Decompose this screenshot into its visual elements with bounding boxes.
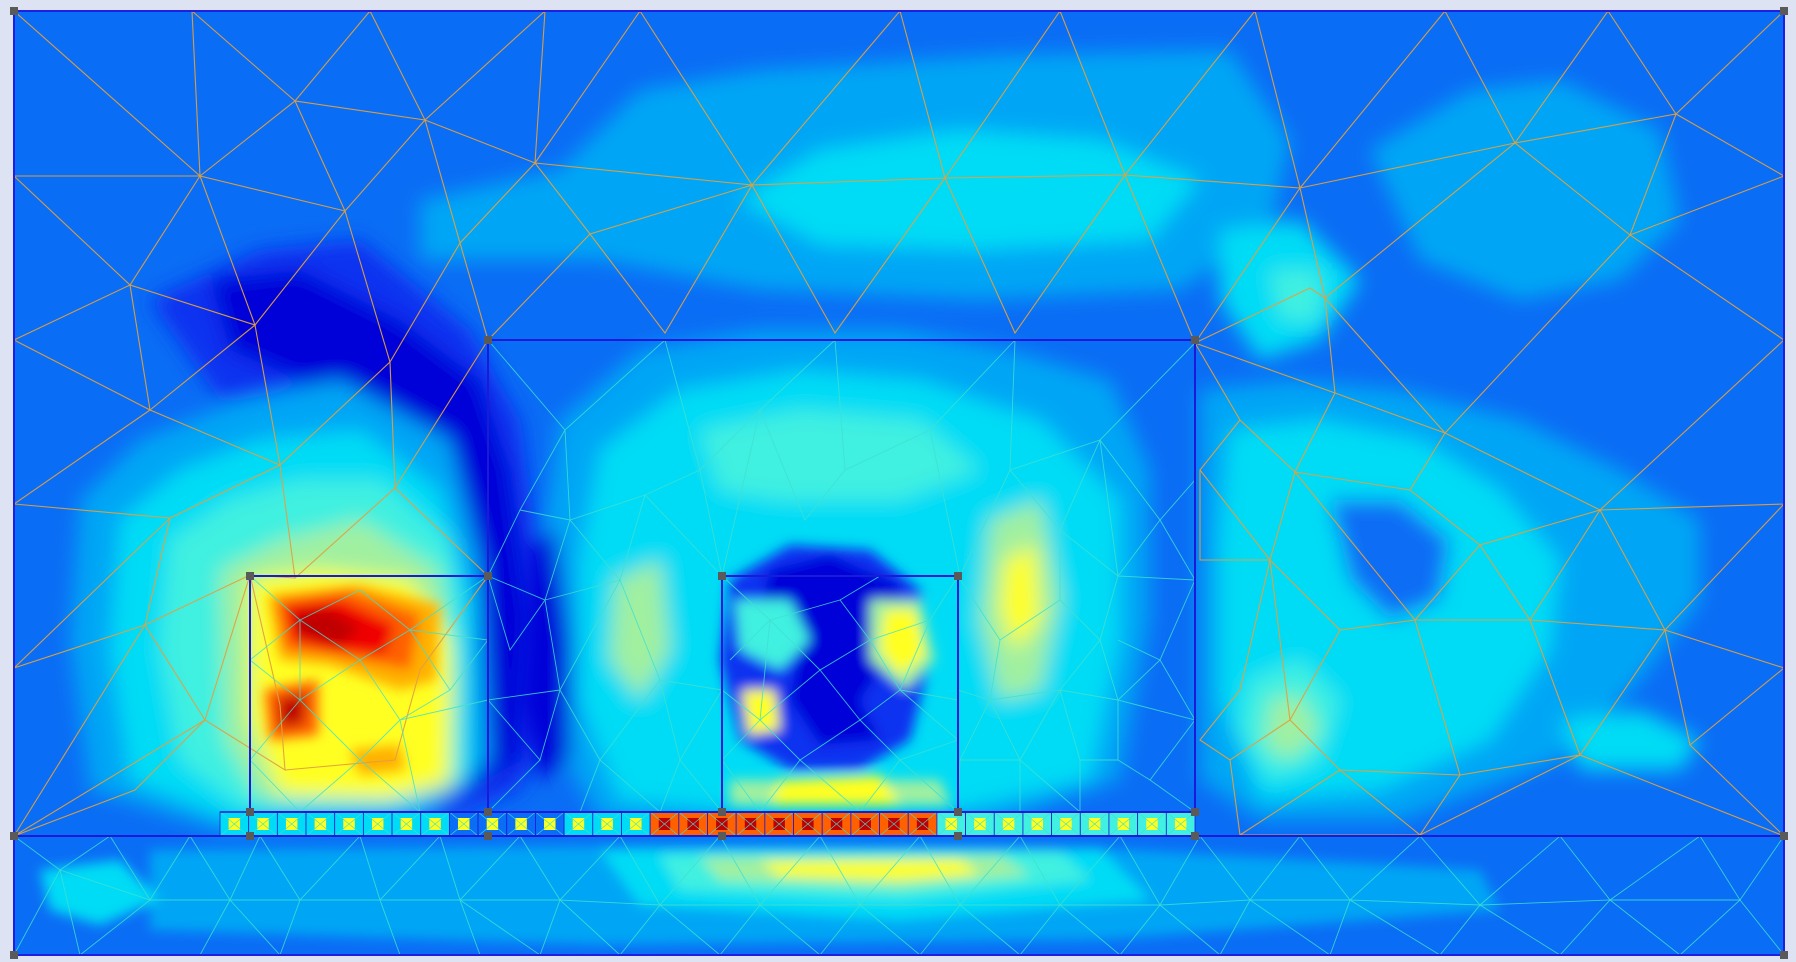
contour-band: [735, 600, 810, 670]
strip-element-diagonals: [1108, 811, 1138, 837]
contour-band: [1560, 710, 1700, 770]
strip-element-diagonals: [1080, 811, 1110, 837]
strip-element-diagonals: [822, 811, 852, 837]
region-boundaries: [13, 10, 1785, 956]
contour-bands-right: [1200, 380, 1700, 820]
mesh-node-marker: [1780, 832, 1788, 840]
mesh-node-marker: [484, 336, 492, 344]
contour-band: [700, 410, 980, 500]
contour-band: [40, 860, 160, 925]
contour-band: [760, 860, 980, 880]
contour-band: [1330, 500, 1450, 620]
strip-element-diagonals: [735, 811, 766, 837]
contour-bands-left-peak: [265, 585, 440, 775]
mesh-node-marker: [246, 832, 254, 840]
contour-band: [760, 555, 900, 745]
strip-element-diagonals: [305, 811, 335, 837]
mesh-nodes: [10, 7, 1788, 959]
contour-band: [278, 694, 306, 728]
strip-element-diagonals: [535, 811, 565, 837]
mesh-node-marker: [246, 808, 254, 816]
mesh-node-marker: [954, 572, 962, 580]
strip-element-diagonals: [649, 811, 680, 837]
domain-boundary: [13, 10, 1785, 956]
mesh-node-marker: [484, 572, 492, 580]
strip-element-diagonals: [1137, 811, 1167, 837]
strip-element-diagonals: [1051, 811, 1081, 837]
mesh-node-marker: [718, 832, 726, 840]
contour-bands-upper: [420, 50, 1680, 360]
contour-band: [1370, 80, 1680, 300]
strip-element-diagonals: [449, 811, 479, 837]
strip-element-diagonals: [678, 811, 708, 837]
contour-bands-center-box: [720, 545, 950, 805]
mesh-node-marker: [718, 572, 726, 580]
strip-element-diagonals: [592, 811, 622, 837]
strip-element-diagonals: [965, 811, 995, 837]
mesh-node-marker: [954, 832, 962, 840]
contour-band: [1265, 695, 1320, 760]
strip-element-diagonals: [1166, 811, 1196, 837]
contour-field: [14, 11, 1784, 955]
strip-element-diagonals: [563, 811, 593, 837]
strip-element-diagonals: [707, 811, 737, 837]
mesh-node-marker: [1780, 951, 1788, 959]
strip-element-diagonals: [219, 811, 249, 837]
strip-element-diagonals: [334, 811, 364, 837]
strip-element-diagonals: [477, 811, 507, 837]
strip-element-diagonals: [908, 811, 938, 837]
contour-band: [350, 745, 405, 775]
strip-element-diagonals: [506, 811, 536, 837]
fine-mesh-lines-bottom: [14, 835, 1784, 955]
strip-element-diagonals: [764, 811, 794, 837]
mesh-node-marker: [1191, 808, 1199, 816]
strip-element-diagonals: [994, 811, 1024, 837]
contour-band: [520, 530, 570, 780]
mesh-node-marker: [1191, 832, 1199, 840]
contour-band: [295, 610, 360, 645]
mesh-node-marker: [1780, 7, 1788, 15]
strip-element-diagonals: [850, 811, 880, 837]
contour-band: [740, 130, 1200, 250]
mesh-node-marker: [10, 951, 18, 959]
mesh-node-marker: [1191, 336, 1199, 344]
strip-element-diagonals: [793, 811, 823, 837]
mesh-node-marker: [484, 832, 492, 840]
contour-band: [1000, 545, 1040, 650]
mesh-node-marker: [10, 832, 18, 840]
mesh-node-marker: [954, 808, 962, 816]
interface-element-strip: [219, 811, 1196, 837]
strip-element-diagonals: [621, 811, 651, 837]
mesh-node-marker: [718, 808, 726, 816]
mesh-node-marker: [484, 808, 492, 816]
mesh-node-marker: [10, 7, 18, 15]
strip-element-diagonals: [277, 811, 307, 837]
strip-element-diagonals: [1022, 811, 1052, 837]
mesh-node-marker: [246, 572, 254, 580]
strip-element-diagonals: [879, 811, 909, 837]
strip-element-diagonals: [420, 811, 450, 837]
strip-element-diagonals: [391, 811, 421, 837]
strip-element-diagonals: [363, 811, 393, 837]
